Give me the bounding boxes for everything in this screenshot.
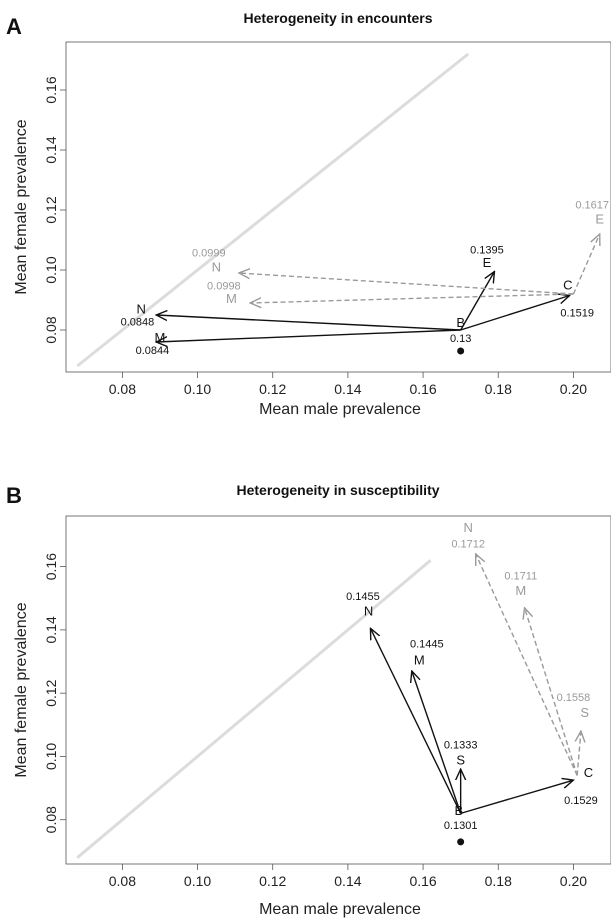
arrow-b-to-m — [156, 329, 461, 342]
y-tick-label: 0.12 — [43, 679, 59, 706]
point-value-label: 0.1529 — [564, 795, 598, 807]
arrow-b-to-c — [460, 780, 574, 815]
arrow-label: M — [414, 653, 425, 668]
arrow-c-to-e — [572, 234, 599, 295]
point-label: B — [454, 803, 463, 818]
x-tick-label: 0.12 — [259, 381, 286, 397]
arrow-c-to-n — [476, 554, 578, 776]
arrow-value-label: 0.0998 — [207, 281, 241, 293]
arrow-label: S — [456, 752, 465, 767]
arrow-value-label: 0.1711 — [504, 570, 537, 582]
arrow-label: S — [580, 705, 589, 720]
y-tick-label: 0.14 — [43, 136, 59, 163]
arrow-value-label: 0.1395 — [470, 245, 504, 257]
y-axis-label: Mean female prevalence — [13, 119, 30, 294]
point-value-label: 0.1301 — [444, 820, 478, 832]
x-tick-label: 0.16 — [409, 381, 436, 397]
arrow-label: N — [364, 604, 373, 619]
arrow-b-to-c — [460, 296, 570, 331]
arrow-label: N — [136, 302, 145, 317]
panel-a: A Heterogeneity in encounters 0.08 0.10 0.… — [6, 10, 611, 418]
arrow-label: N — [463, 520, 472, 535]
arrow-b-to-m — [412, 671, 462, 814]
y-tick-label: 0.14 — [43, 616, 59, 643]
arrow-label: M — [155, 330, 166, 345]
arrow-value-label: 0.0999 — [192, 248, 226, 260]
x-tick-label: 0.10 — [184, 381, 211, 397]
arrow-c-to-s — [577, 731, 581, 776]
x-tick-label: 0.20 — [560, 381, 587, 397]
point-value-label: 0.1519 — [560, 308, 594, 320]
x-tick-label: 0.08 — [109, 873, 136, 889]
x-tick-label: 0.14 — [334, 873, 361, 889]
plot-area — [65, 41, 611, 373]
point-value-label: 0.13 — [450, 333, 471, 345]
arrow-label: M — [226, 291, 237, 306]
panel-b: B Heterogeneity in susceptibility 0.08 0.… — [6, 482, 611, 918]
chart-marks: N0.1455M0.1445S0.1333N0.1712M0.1711S0.15… — [76, 520, 598, 859]
x-axis-label: Mean male prevalence — [259, 901, 421, 918]
axis-ticks: 0.08 0.10 0.12 0.14 0.16 0.18 0.20 0.08 0.10 0.12… — [43, 76, 587, 397]
y-tick-label: 0.16 — [43, 76, 59, 103]
arrow-value-label: 0.1617 — [575, 200, 609, 212]
y-tick-label: 0.10 — [43, 256, 59, 283]
arrow-value-label: 0.0848 — [121, 317, 155, 329]
y-tick-label: 0.12 — [43, 196, 59, 223]
x-tick-label: 0.14 — [334, 381, 361, 397]
chart-marks: N0.0848M0.0844E0.1395N0.0999M0.0998E0.16… — [76, 52, 609, 368]
arrow-label: E — [595, 212, 604, 227]
baseline-point — [457, 347, 465, 355]
point-label: C — [584, 765, 593, 780]
arrow-b-to-n — [156, 315, 461, 331]
baseline-point — [457, 838, 465, 846]
arrow-b-to-e — [460, 272, 495, 331]
arrow-c-to-m — [525, 608, 578, 776]
chart-title: Heterogeneity in susceptibility — [236, 482, 439, 498]
diagonal-line — [76, 559, 432, 859]
plot-area — [65, 515, 611, 865]
y-axis-label: Mean female prevalence — [13, 602, 30, 777]
panel-label: B — [6, 483, 22, 508]
y-tick-label: 0.16 — [43, 553, 59, 580]
point-label: B — [456, 315, 465, 330]
arrow-value-label: 0.0844 — [136, 345, 170, 357]
arrow-c-to-n — [239, 273, 574, 295]
y-tick-label: 0.10 — [43, 743, 59, 770]
arrow-value-label: 0.1558 — [557, 692, 591, 704]
arrow-label: M — [515, 583, 526, 598]
arrow-c-to-m — [250, 293, 574, 303]
axis-ticks: 0.08 0.10 0.12 0.14 0.16 0.18 0.20 0.08 0.10 0.12… — [43, 553, 587, 889]
point-label: C — [563, 278, 572, 293]
x-tick-label: 0.08 — [109, 381, 136, 397]
x-tick-label: 0.20 — [560, 873, 587, 889]
panel-label: A — [6, 14, 22, 39]
arrow-label: E — [483, 255, 492, 270]
diagonal-line — [76, 52, 470, 368]
x-tick-label: 0.10 — [184, 873, 211, 889]
x-axis-label: Mean male prevalence — [259, 401, 421, 418]
x-tick-label: 0.18 — [485, 873, 512, 889]
x-tick-label: 0.18 — [485, 381, 512, 397]
x-tick-label: 0.12 — [259, 873, 286, 889]
arrow-label: N — [212, 260, 221, 275]
y-tick-label: 0.08 — [43, 316, 59, 343]
arrow-b-to-n — [370, 628, 462, 814]
arrow-value-label: 0.1455 — [346, 591, 380, 603]
x-tick-label: 0.16 — [409, 873, 436, 889]
arrow-value-label: 0.1333 — [444, 740, 478, 752]
chart-title: Heterogeneity in encounters — [243, 10, 432, 26]
arrow-value-label: 0.1712 — [451, 539, 485, 551]
arrow-value-label: 0.1445 — [410, 638, 444, 650]
y-tick-label: 0.08 — [43, 806, 59, 833]
